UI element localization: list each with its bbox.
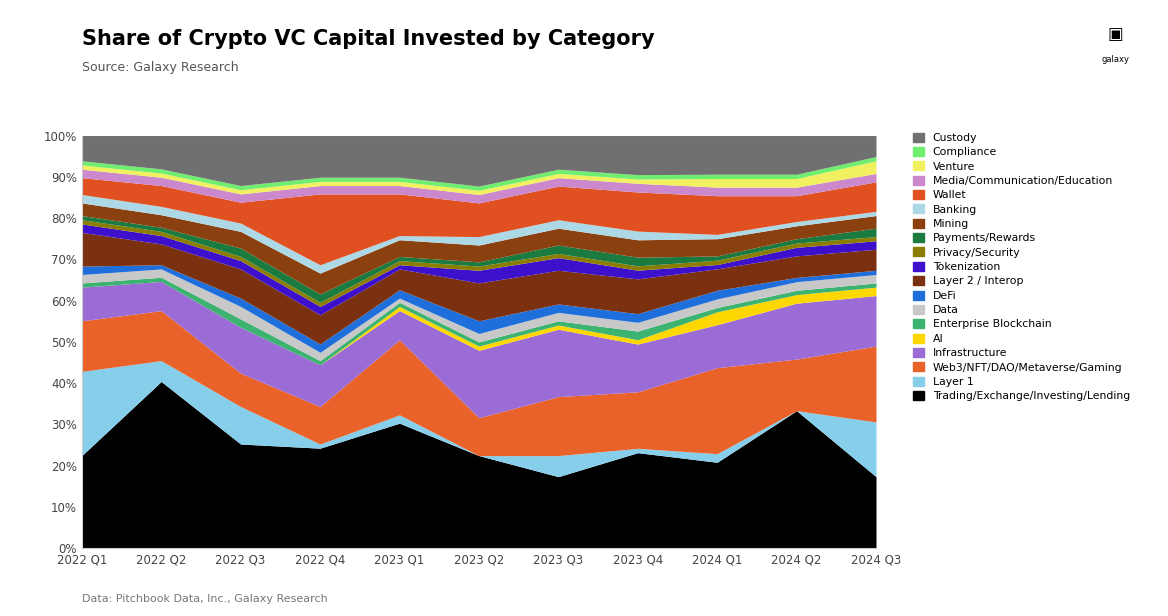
Text: Source: Galaxy Research: Source: Galaxy Research [82,61,238,74]
Text: Data: Pitchbook Data, Inc., Galaxy Research: Data: Pitchbook Data, Inc., Galaxy Resea… [82,594,327,604]
Legend: Custody, Compliance, Venture, Media/Communication/Education, Wallet, Banking, Mi: Custody, Compliance, Venture, Media/Comm… [913,132,1129,401]
Text: galaxy: galaxy [1101,55,1129,65]
Text: ▣: ▣ [1107,25,1124,43]
Text: Share of Crypto VC Capital Invested by Category: Share of Crypto VC Capital Invested by C… [82,30,654,49]
